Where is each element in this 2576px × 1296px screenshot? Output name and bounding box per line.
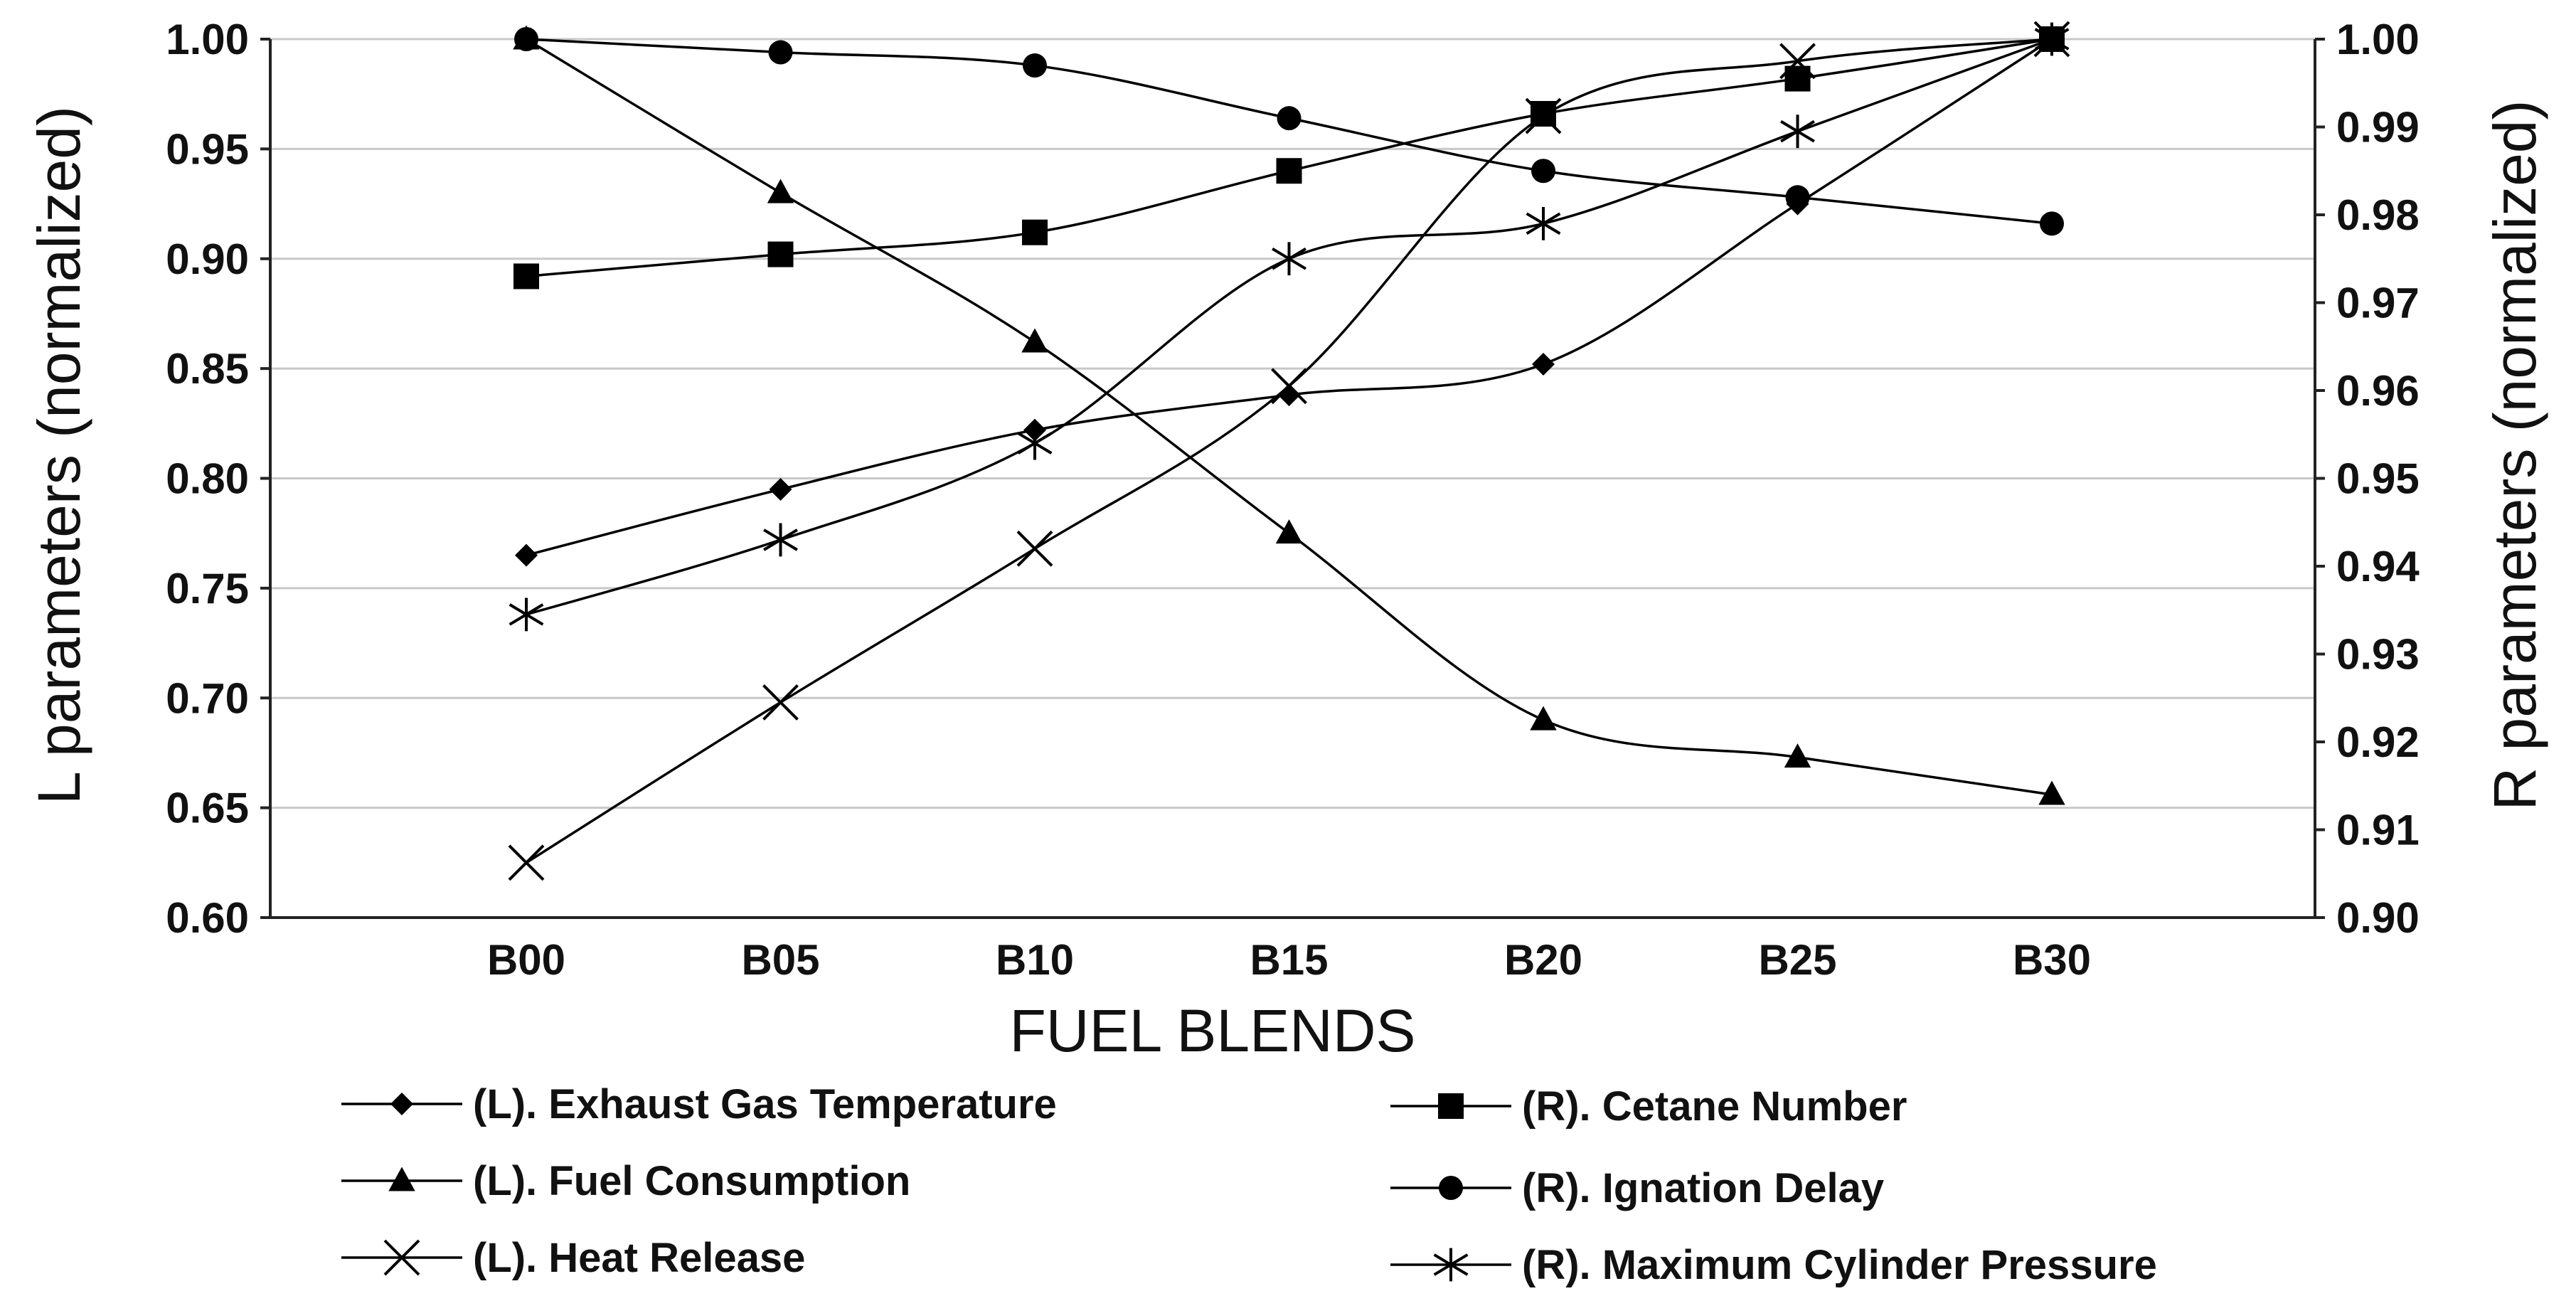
x-category-label: B20: [1504, 936, 1582, 984]
y-right-tick-label: 0.90: [2336, 894, 2420, 942]
series-1: [513, 25, 2065, 805]
legend: (L). Exhaust Gas Temperature (L). Fuel Co…: [341, 1081, 2157, 1288]
data-point: [1272, 242, 1306, 276]
y-left-tick-label: 1.00: [166, 16, 249, 63]
x-category-label: B25: [1758, 936, 1836, 984]
data-point: [763, 523, 798, 557]
data-point: [1526, 206, 1561, 240]
data-point: [768, 40, 793, 65]
legend-item: (R). Cetane Number: [1390, 1083, 1907, 1130]
legend-marker: [1433, 1248, 1469, 1282]
data-point: [1022, 219, 1048, 245]
y-right-tick-label: 1.00: [2336, 16, 2420, 63]
data-point: [1023, 53, 1047, 78]
legend-item: (R). Maximum Cylinder Pressure: [1390, 1242, 2157, 1288]
legend-marker: [390, 1093, 413, 1115]
data-point: [1021, 328, 1048, 353]
data-point: [1276, 158, 1302, 184]
legend-item: (L). Exhaust Gas Temperature: [341, 1081, 1057, 1127]
x-category-label: B30: [2013, 936, 2091, 984]
y-right-tick-label: 0.92: [2336, 718, 2420, 766]
y-right-tick-label: 0.94: [2336, 543, 2420, 590]
x-axis-title: FUEL BLENDS: [1009, 997, 1415, 1064]
series-line: [526, 38, 2053, 796]
y-left-tick-label: 0.65: [166, 785, 249, 832]
data-point: [767, 179, 794, 203]
legend-label: (R). Cetane Number: [1522, 1083, 1907, 1130]
y-right-tick-label: 0.95: [2336, 455, 2420, 503]
data-point: [1271, 368, 1307, 405]
y-left-tick-label: 0.75: [166, 565, 249, 612]
y-axis-left-title: L parameters (normalized): [26, 106, 92, 804]
data-point: [1785, 185, 1810, 210]
y-right-tick-label: 0.91: [2336, 807, 2420, 854]
x-category-label: B10: [996, 936, 1074, 984]
legend-label: (R). Maximum Cylinder Pressure: [1522, 1242, 2157, 1288]
y-right-tick-label: 0.99: [2336, 104, 2420, 152]
data-point: [1016, 530, 1053, 567]
x-category-label: B15: [1250, 936, 1328, 984]
data-point: [1780, 115, 1815, 149]
y-left-tick-label: 0.85: [166, 345, 249, 393]
y-axis-right-title: R parameters (normalized): [2481, 100, 2548, 811]
legend-label: (R). Ignation Delay: [1522, 1165, 1884, 1211]
series-4: [514, 27, 2064, 236]
data-point: [509, 597, 544, 632]
legend-marker: [1438, 1093, 1464, 1119]
legend-item: (L). Heat Release: [341, 1235, 805, 1281]
data-point: [1784, 743, 1811, 768]
legend-marker: [1439, 1176, 1463, 1200]
series-3: [513, 26, 2065, 290]
y-left-tick-label: 0.95: [166, 125, 249, 173]
y-right-tick-label: 0.97: [2336, 280, 2420, 327]
data-point: [1275, 519, 1303, 544]
y-right-tick-label: 0.93: [2336, 631, 2420, 679]
legend-label: (L). Exhaust Gas Temperature: [473, 1081, 1057, 1127]
data-point: [2034, 22, 2070, 56]
data-point: [513, 263, 539, 290]
x-category-label: B05: [741, 936, 819, 984]
data-point: [762, 684, 799, 721]
data-point: [1277, 383, 1301, 407]
series-lines: [508, 21, 2070, 881]
data-point: [515, 543, 538, 567]
axes: [260, 38, 2325, 919]
legend-label: (L). Fuel Consumption: [473, 1158, 910, 1204]
y-right-tick-label: 0.98: [2336, 191, 2420, 239]
data-point: [2038, 780, 2065, 805]
data-point: [1017, 426, 1053, 460]
legend-item: (R). Ignation Delay: [1390, 1165, 1884, 1211]
series-5: [509, 22, 2070, 632]
legend-item: (L). Fuel Consumption: [341, 1158, 910, 1204]
series-line: [526, 38, 2053, 225]
series-line: [526, 38, 2053, 278]
y-left-tick-label: 0.60: [166, 894, 249, 942]
data-point: [767, 241, 794, 267]
y-right-tick-label: 0.96: [2336, 367, 2420, 415]
tick-labels: 0.60 0.65 0.70 0.75 0.80 0.85 0.90 0.95 1.00 0.90…: [166, 16, 2420, 984]
y-left-tick-label: 0.90: [166, 235, 249, 283]
data-point: [1531, 159, 1555, 184]
data-point: [769, 477, 792, 501]
legend-marker: [388, 1167, 415, 1191]
data-point: [1530, 706, 1557, 731]
data-point: [1277, 106, 1302, 131]
y-left-tick-label: 0.80: [166, 455, 249, 503]
data-point: [1531, 100, 1556, 127]
legend-label: (L). Heat Release: [473, 1235, 805, 1281]
data-point: [508, 844, 545, 881]
data-point: [2040, 211, 2064, 236]
data-point: [1532, 352, 1555, 376]
legend-marker: [383, 1239, 420, 1276]
data-point: [514, 27, 538, 51]
y-left-tick-label: 0.70: [166, 674, 249, 722]
x-category-label: B00: [487, 936, 565, 984]
data-point: [1784, 65, 1811, 92]
series-2: [508, 21, 2070, 881]
